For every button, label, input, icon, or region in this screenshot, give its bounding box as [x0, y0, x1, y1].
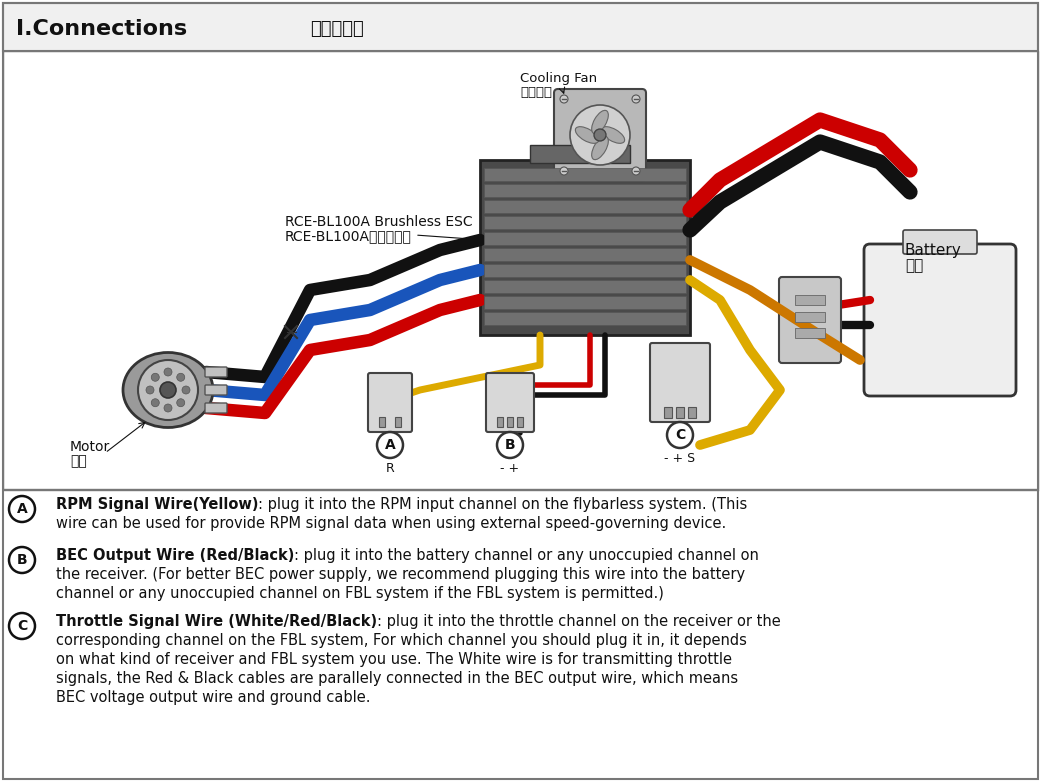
Circle shape — [151, 399, 159, 407]
Text: : plug it into the throttle channel on the receiver or the: : plug it into the throttle channel on t… — [377, 614, 781, 629]
Text: corresponding channel on the FBL system, For which channel you should plug it in: corresponding channel on the FBL system,… — [56, 633, 746, 648]
Circle shape — [164, 404, 172, 412]
Circle shape — [632, 167, 640, 175]
Text: wire can be used for provide RPM signal data when using external speed-governing: wire can be used for provide RPM signal … — [56, 516, 727, 531]
Circle shape — [177, 399, 184, 407]
Text: A: A — [384, 438, 396, 452]
FancyBboxPatch shape — [650, 343, 710, 422]
FancyBboxPatch shape — [205, 367, 227, 377]
Text: 接線示意圖: 接線示意圖 — [310, 20, 363, 38]
Text: channel or any unoccupied channel on FBL system if the FBL system is permitted.): channel or any unoccupied channel on FBL… — [56, 586, 664, 601]
Text: R: R — [385, 462, 395, 475]
Circle shape — [146, 386, 154, 394]
Circle shape — [667, 422, 693, 448]
Text: : plug it into the battery channel or any unoccupied channel on: : plug it into the battery channel or an… — [295, 548, 759, 563]
Bar — [379, 417, 385, 427]
Text: 電池: 電池 — [905, 258, 923, 273]
FancyBboxPatch shape — [554, 89, 646, 181]
Circle shape — [570, 105, 630, 165]
Text: - +: - + — [501, 462, 519, 475]
Text: Battery: Battery — [905, 243, 962, 258]
Text: I.Connections: I.Connections — [16, 19, 187, 39]
Bar — [484, 248, 686, 261]
Text: C: C — [17, 619, 27, 633]
FancyBboxPatch shape — [864, 244, 1016, 396]
Bar — [484, 296, 686, 309]
Text: A: A — [17, 502, 27, 516]
Circle shape — [164, 368, 172, 376]
Text: B: B — [505, 438, 515, 452]
Text: : plug it into the RPM input channel on the flybarless system. (This: : plug it into the RPM input channel on … — [258, 497, 747, 512]
Circle shape — [9, 547, 35, 573]
Circle shape — [177, 373, 184, 382]
Circle shape — [151, 373, 159, 382]
Circle shape — [594, 129, 606, 141]
Ellipse shape — [602, 127, 625, 143]
Circle shape — [560, 95, 568, 103]
Text: Cooling Fan: Cooling Fan — [520, 72, 598, 85]
Text: BEC Output Wire (Red/Black): BEC Output Wire (Red/Black) — [56, 548, 295, 563]
Circle shape — [138, 360, 198, 420]
Bar — [507, 417, 513, 427]
Bar — [795, 312, 826, 322]
Text: RCE-BL100A無刷調速器: RCE-BL100A無刷調速器 — [285, 229, 412, 243]
Text: Throttle Signal Wire (White/Red/Black): Throttle Signal Wire (White/Red/Black) — [56, 614, 377, 629]
Text: 馬達: 馬達 — [70, 454, 86, 468]
Bar — [484, 168, 686, 181]
Text: signals, the Red & Black cables are parallely connected in the BEC output wire, : signals, the Red & Black cables are para… — [56, 671, 738, 686]
Bar — [795, 328, 826, 338]
Bar — [484, 280, 686, 293]
Ellipse shape — [123, 353, 213, 428]
Bar — [484, 184, 686, 197]
Text: - + S: - + S — [664, 452, 695, 465]
FancyBboxPatch shape — [369, 373, 412, 432]
Bar — [530, 145, 630, 163]
Text: 散熱風扇: 散熱風扇 — [520, 86, 552, 99]
FancyBboxPatch shape — [480, 160, 690, 335]
Circle shape — [632, 95, 640, 103]
Circle shape — [377, 432, 403, 458]
Bar — [497, 417, 503, 427]
Ellipse shape — [576, 127, 599, 143]
Text: RPM Signal Wire(Yellow): RPM Signal Wire(Yellow) — [56, 497, 258, 512]
FancyBboxPatch shape — [205, 403, 227, 413]
Bar — [484, 232, 686, 245]
Circle shape — [182, 386, 191, 394]
FancyBboxPatch shape — [779, 277, 841, 363]
Circle shape — [9, 613, 35, 639]
Bar — [484, 312, 686, 325]
Bar — [395, 417, 401, 427]
FancyBboxPatch shape — [903, 230, 977, 254]
Bar — [517, 417, 523, 427]
Text: on what kind of receiver and FBL system you use. The White wire is for transmitt: on what kind of receiver and FBL system … — [56, 652, 732, 667]
Text: Motor: Motor — [70, 440, 110, 454]
Ellipse shape — [591, 110, 608, 134]
Text: RCE-BL100A Brushless ESC: RCE-BL100A Brushless ESC — [285, 215, 473, 229]
Bar — [3, 51, 1038, 489]
Bar — [484, 264, 686, 277]
FancyBboxPatch shape — [205, 385, 227, 395]
Bar — [3, 3, 1038, 51]
Text: C: C — [675, 428, 685, 442]
Text: B: B — [17, 553, 27, 567]
Text: BEC voltage output wire and ground cable.: BEC voltage output wire and ground cable… — [56, 690, 371, 705]
Text: the receiver. (For better BEC power supply, we recommend plugging this wire into: the receiver. (For better BEC power supp… — [56, 567, 745, 582]
Circle shape — [560, 167, 568, 175]
Bar — [688, 407, 696, 418]
Circle shape — [160, 382, 176, 398]
Circle shape — [497, 432, 523, 458]
Bar — [676, 407, 684, 418]
FancyBboxPatch shape — [486, 373, 534, 432]
Bar — [484, 200, 686, 213]
Circle shape — [9, 496, 35, 522]
Bar — [664, 407, 672, 418]
Bar — [484, 216, 686, 229]
Bar — [795, 295, 826, 305]
Ellipse shape — [591, 136, 608, 160]
